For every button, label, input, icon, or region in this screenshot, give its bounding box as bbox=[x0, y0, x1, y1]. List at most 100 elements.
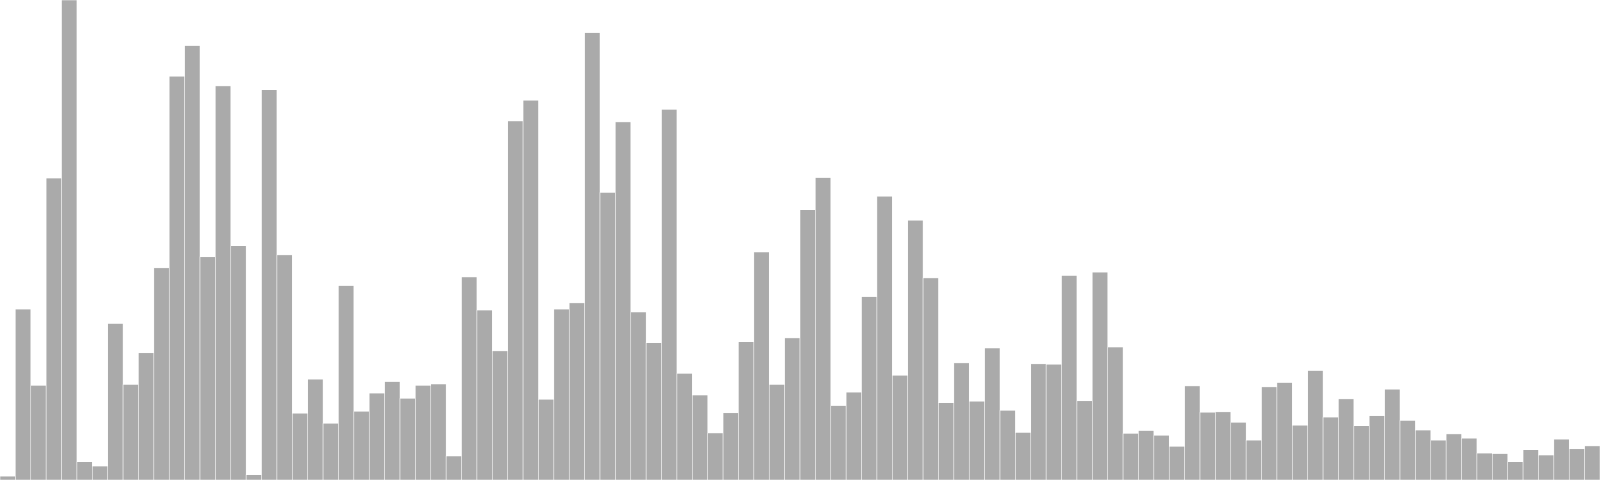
bar-52 bbox=[784, 337, 801, 480]
bar-27 bbox=[399, 398, 416, 480]
bar-32 bbox=[476, 309, 493, 480]
bar-7 bbox=[92, 465, 108, 480]
bar-59 bbox=[892, 375, 908, 480]
bar-28 bbox=[415, 385, 432, 480]
bar-93 bbox=[1415, 429, 1432, 480]
bar-5 bbox=[61, 0, 78, 480]
bar-43 bbox=[645, 342, 662, 480]
bar-58 bbox=[876, 196, 893, 480]
bar-68 bbox=[1030, 363, 1047, 480]
bar-21 bbox=[307, 378, 324, 480]
bar-86 bbox=[1307, 370, 1324, 480]
bar-3 bbox=[30, 385, 47, 480]
bar-64 bbox=[968, 401, 985, 480]
bar-8 bbox=[107, 323, 124, 480]
bar-77 bbox=[1168, 446, 1185, 480]
bar-71 bbox=[1076, 400, 1093, 480]
bar-14 bbox=[199, 256, 216, 480]
bar-67 bbox=[1015, 432, 1032, 480]
bar-51 bbox=[768, 384, 785, 480]
bar-101 bbox=[1538, 454, 1555, 480]
bar-72 bbox=[1092, 271, 1108, 480]
bar-19 bbox=[276, 254, 293, 480]
bar-60 bbox=[907, 220, 924, 480]
bar-2 bbox=[15, 308, 32, 480]
bar-84 bbox=[1276, 382, 1293, 480]
bar-69 bbox=[1045, 364, 1062, 480]
bar-10 bbox=[138, 352, 155, 480]
bar-30 bbox=[445, 455, 462, 480]
bar-57 bbox=[861, 296, 878, 480]
bar-56 bbox=[845, 391, 862, 480]
bar-49 bbox=[738, 341, 755, 480]
bar-38 bbox=[568, 302, 585, 480]
bar-96 bbox=[1461, 437, 1478, 480]
bar-48 bbox=[722, 412, 739, 480]
bar-50 bbox=[753, 251, 770, 480]
bar-97 bbox=[1476, 452, 1493, 480]
bar-39 bbox=[584, 32, 601, 480]
bar-61 bbox=[922, 277, 939, 480]
bar-89 bbox=[1353, 425, 1370, 480]
bar-103 bbox=[1568, 448, 1585, 480]
bar-29 bbox=[430, 383, 447, 480]
bar-9 bbox=[122, 384, 139, 480]
bar-94 bbox=[1430, 439, 1447, 480]
bar-31 bbox=[461, 276, 478, 480]
bar-99 bbox=[1507, 461, 1524, 480]
bar-82 bbox=[1245, 439, 1262, 480]
bar-16 bbox=[230, 245, 247, 480]
bar-11 bbox=[153, 267, 170, 480]
bar-83 bbox=[1261, 386, 1278, 480]
bar-81 bbox=[1230, 422, 1247, 480]
bar-90 bbox=[1368, 415, 1385, 480]
bar-74 bbox=[1122, 433, 1139, 480]
bar-35 bbox=[522, 100, 539, 480]
bar-66 bbox=[999, 410, 1016, 480]
bar-12 bbox=[168, 76, 185, 480]
bar-62 bbox=[938, 402, 955, 480]
bar-102 bbox=[1553, 438, 1570, 480]
bar-25 bbox=[368, 392, 385, 480]
bar-41 bbox=[615, 121, 632, 480]
bar-34 bbox=[507, 120, 524, 480]
bar-70 bbox=[1061, 275, 1078, 480]
bar-36 bbox=[538, 399, 555, 480]
bar-13 bbox=[184, 45, 201, 480]
bar-42 bbox=[630, 311, 647, 480]
bar-75 bbox=[1138, 430, 1155, 480]
bar-95 bbox=[1445, 433, 1462, 480]
bar-18 bbox=[261, 89, 278, 480]
bar-22 bbox=[322, 423, 339, 480]
bar-104 bbox=[1584, 445, 1600, 480]
bar-55 bbox=[830, 405, 847, 480]
bar-37 bbox=[553, 308, 570, 480]
bar-26 bbox=[384, 381, 401, 480]
bar-87 bbox=[1322, 416, 1339, 480]
bar-92 bbox=[1399, 420, 1416, 480]
bar-44 bbox=[661, 109, 678, 480]
bar-15 bbox=[215, 85, 232, 480]
bar-63 bbox=[953, 362, 970, 480]
bar-78 bbox=[1184, 385, 1201, 480]
bar-73 bbox=[1107, 346, 1124, 480]
bar-17 bbox=[245, 474, 262, 480]
bar-23 bbox=[338, 285, 355, 480]
bar-33 bbox=[492, 350, 508, 480]
bar-79 bbox=[1199, 412, 1216, 480]
bar-80 bbox=[1215, 411, 1232, 480]
bar-91 bbox=[1384, 389, 1401, 480]
bar-54 bbox=[815, 177, 832, 480]
bar-1 bbox=[0, 475, 16, 480]
bar-40 bbox=[599, 192, 616, 480]
bar-85 bbox=[1292, 425, 1308, 480]
bar-53 bbox=[799, 209, 816, 480]
bar-88 bbox=[1338, 398, 1355, 480]
bar-65 bbox=[984, 347, 1001, 480]
bar-47 bbox=[707, 432, 724, 480]
bar-76 bbox=[1153, 435, 1170, 480]
bar-6 bbox=[76, 461, 93, 480]
bar-46 bbox=[692, 394, 708, 480]
